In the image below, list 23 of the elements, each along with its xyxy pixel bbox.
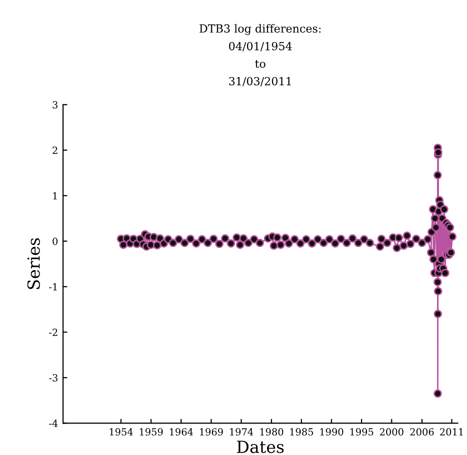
y-axis-title: Series: [27, 238, 40, 289]
x-tick-label: 2011: [440, 428, 463, 436]
x-tick-label: 2006: [410, 428, 434, 436]
x-tick-label: 1995: [350, 428, 374, 436]
y-tick-label: -4: [49, 420, 58, 427]
x-tick-label: 1980: [260, 428, 284, 436]
chart-title: DTB3 log differences: 04/01/1954 to 31/03/2011: [200, 24, 321, 86]
x-tick-label: 2000: [380, 428, 404, 436]
x-tick-label: 1964: [170, 428, 194, 436]
y-tick-label: -2: [49, 328, 58, 336]
x-tick-label: 1959: [140, 428, 163, 436]
x-tick-label: 1954: [110, 428, 133, 436]
x-tick-label: 1985: [290, 428, 314, 436]
x-tick-label: 1990: [320, 428, 344, 436]
y-tick-label: -3: [49, 374, 58, 382]
x-tick-label: 1974: [230, 428, 254, 436]
y-tick-label: -1: [49, 283, 57, 290]
x-tick-label: 1969: [200, 428, 223, 436]
y-tick-label: 1: [53, 192, 57, 200]
x-axis-title: Dates: [237, 440, 284, 454]
y-tick-label: 0: [52, 238, 58, 245]
y-tick-label: 2: [52, 146, 58, 154]
y-tick-label: 3: [52, 101, 58, 108]
